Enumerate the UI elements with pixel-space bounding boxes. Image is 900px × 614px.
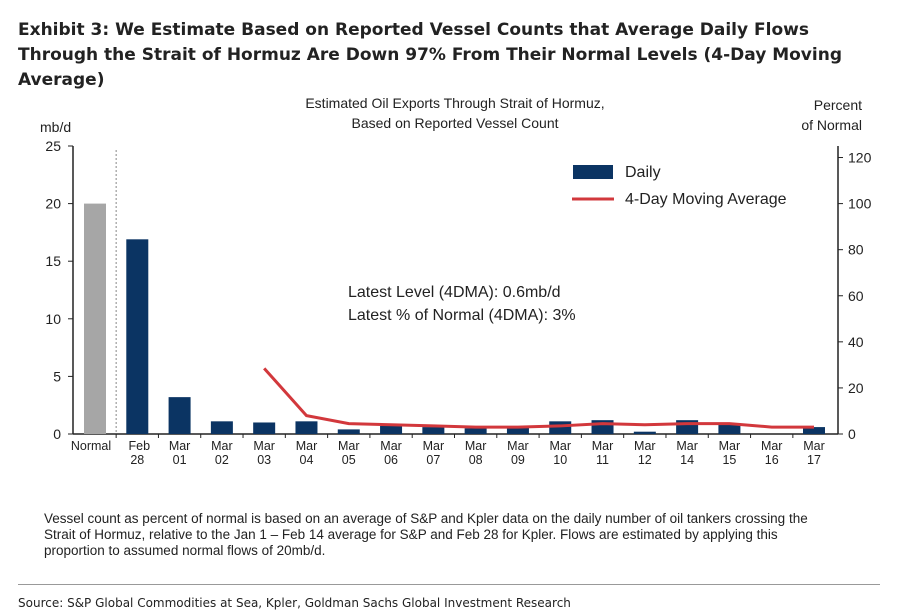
x-tick-label: 12: [638, 453, 652, 467]
x-tick-label: Mar: [380, 439, 402, 453]
annotation: Latest % of Normal (4DMA): 3%: [348, 307, 576, 324]
x-tick-label: Mar: [507, 439, 529, 453]
moving-average-line: [263, 367, 814, 429]
bar-mar-03: [253, 422, 276, 434]
x-tick-label: Normal: [71, 439, 111, 453]
y-tick-label-right: 20: [848, 380, 864, 396]
bar-mar-15: [718, 423, 741, 434]
divider: [18, 584, 880, 585]
y-tick-label-right: 0: [848, 426, 856, 442]
bar-normal-: [84, 203, 106, 434]
y-axis-right-label: of Normal: [801, 117, 862, 133]
bar-mar-07: [422, 427, 445, 434]
x-tick-label: 01: [173, 453, 187, 467]
x-tick-label: Mar: [549, 439, 571, 453]
x-tick-label: Mar: [423, 439, 445, 453]
x-tick-label: 16: [765, 453, 779, 467]
x-tick-label: 04: [300, 453, 314, 467]
x-tick-label: 14: [680, 453, 694, 467]
y-tick-label-left: 25: [45, 138, 61, 154]
x-tick-label: Mar: [803, 439, 825, 453]
x-tick-label: 06: [384, 453, 398, 467]
y-tick-label-right: 40: [848, 334, 864, 350]
bar-mar-10: [549, 421, 572, 434]
x-tick-label: 09: [511, 453, 525, 467]
x-tick-label: Mar: [338, 439, 360, 453]
y-axis-left-label: mb/d: [40, 119, 71, 135]
x-tick-label: Mar: [676, 439, 698, 453]
y-axis-right-label: Percent: [814, 97, 862, 113]
x-tick-label: 15: [722, 453, 736, 467]
bar-mar-09: [506, 427, 529, 434]
bar-mar-02: [210, 421, 233, 434]
chart: Estimated Oil Exports Through Strait of …: [40, 95, 872, 467]
x-tick-label: 07: [426, 453, 440, 467]
chart-title-line: Based on Reported Vessel Count: [351, 115, 558, 131]
x-tick-label: Mar: [465, 439, 487, 453]
bar-mar-06: [380, 425, 403, 434]
x-tick-label: 02: [215, 453, 229, 467]
legend-ma-label: 4-Day Moving Average: [625, 191, 787, 208]
y-tick-label-left: 5: [53, 368, 61, 384]
x-tick-label: Mar: [296, 439, 318, 453]
x-tick-label: Mar: [592, 439, 614, 453]
bar-mar-08: [464, 428, 487, 434]
bar-mar-17: [803, 427, 825, 434]
y-tick-label-right: 120: [848, 150, 872, 166]
y-tick-label-left: 10: [45, 311, 61, 327]
x-tick-label: 03: [257, 453, 271, 467]
x-tick-label: 10: [553, 453, 567, 467]
bar-mar-12: [633, 431, 656, 434]
x-tick-label: Mar: [211, 439, 233, 453]
x-tick-label: 05: [342, 453, 356, 467]
legend-daily-swatch: [573, 165, 613, 179]
x-tick-label: Mar: [761, 439, 783, 453]
y-tick-label-right: 80: [848, 242, 864, 258]
y-tick-label-right: 60: [848, 288, 864, 304]
x-tick-label: Mar: [253, 439, 275, 453]
y-tick-label-left: 0: [53, 426, 61, 442]
x-tick-label: Mar: [634, 439, 656, 453]
x-tick-label: Mar: [719, 439, 741, 453]
x-tick-label: 17: [807, 453, 821, 467]
footnote: Vessel count as percent of normal is bas…: [44, 511, 808, 558]
bar-mar-04: [295, 421, 318, 434]
x-tick-label: 11: [596, 453, 609, 467]
source: Source: S&P Global Commodities at Sea, K…: [18, 596, 571, 610]
exhibit-title: Exhibit 3: We Estimate Based on Reported…: [18, 20, 842, 90]
bar-mar-01: [168, 397, 191, 434]
chart-title-line: Estimated Oil Exports Through Strait of …: [305, 95, 604, 111]
bar-feb-28: [126, 239, 149, 434]
bar-mar-05: [337, 429, 360, 434]
y-tick-label-left: 15: [45, 253, 61, 269]
x-tick-label: 28: [130, 453, 144, 467]
annotation: Latest Level (4DMA): 0.6mb/d: [348, 284, 561, 301]
y-tick-label-left: 20: [45, 196, 61, 212]
legend-daily-label: Daily: [625, 164, 661, 181]
x-tick-label: 08: [469, 453, 483, 467]
x-tick-label: Feb: [129, 439, 151, 453]
x-tick-label: Mar: [169, 439, 191, 453]
y-tick-label-right: 100: [848, 196, 872, 212]
